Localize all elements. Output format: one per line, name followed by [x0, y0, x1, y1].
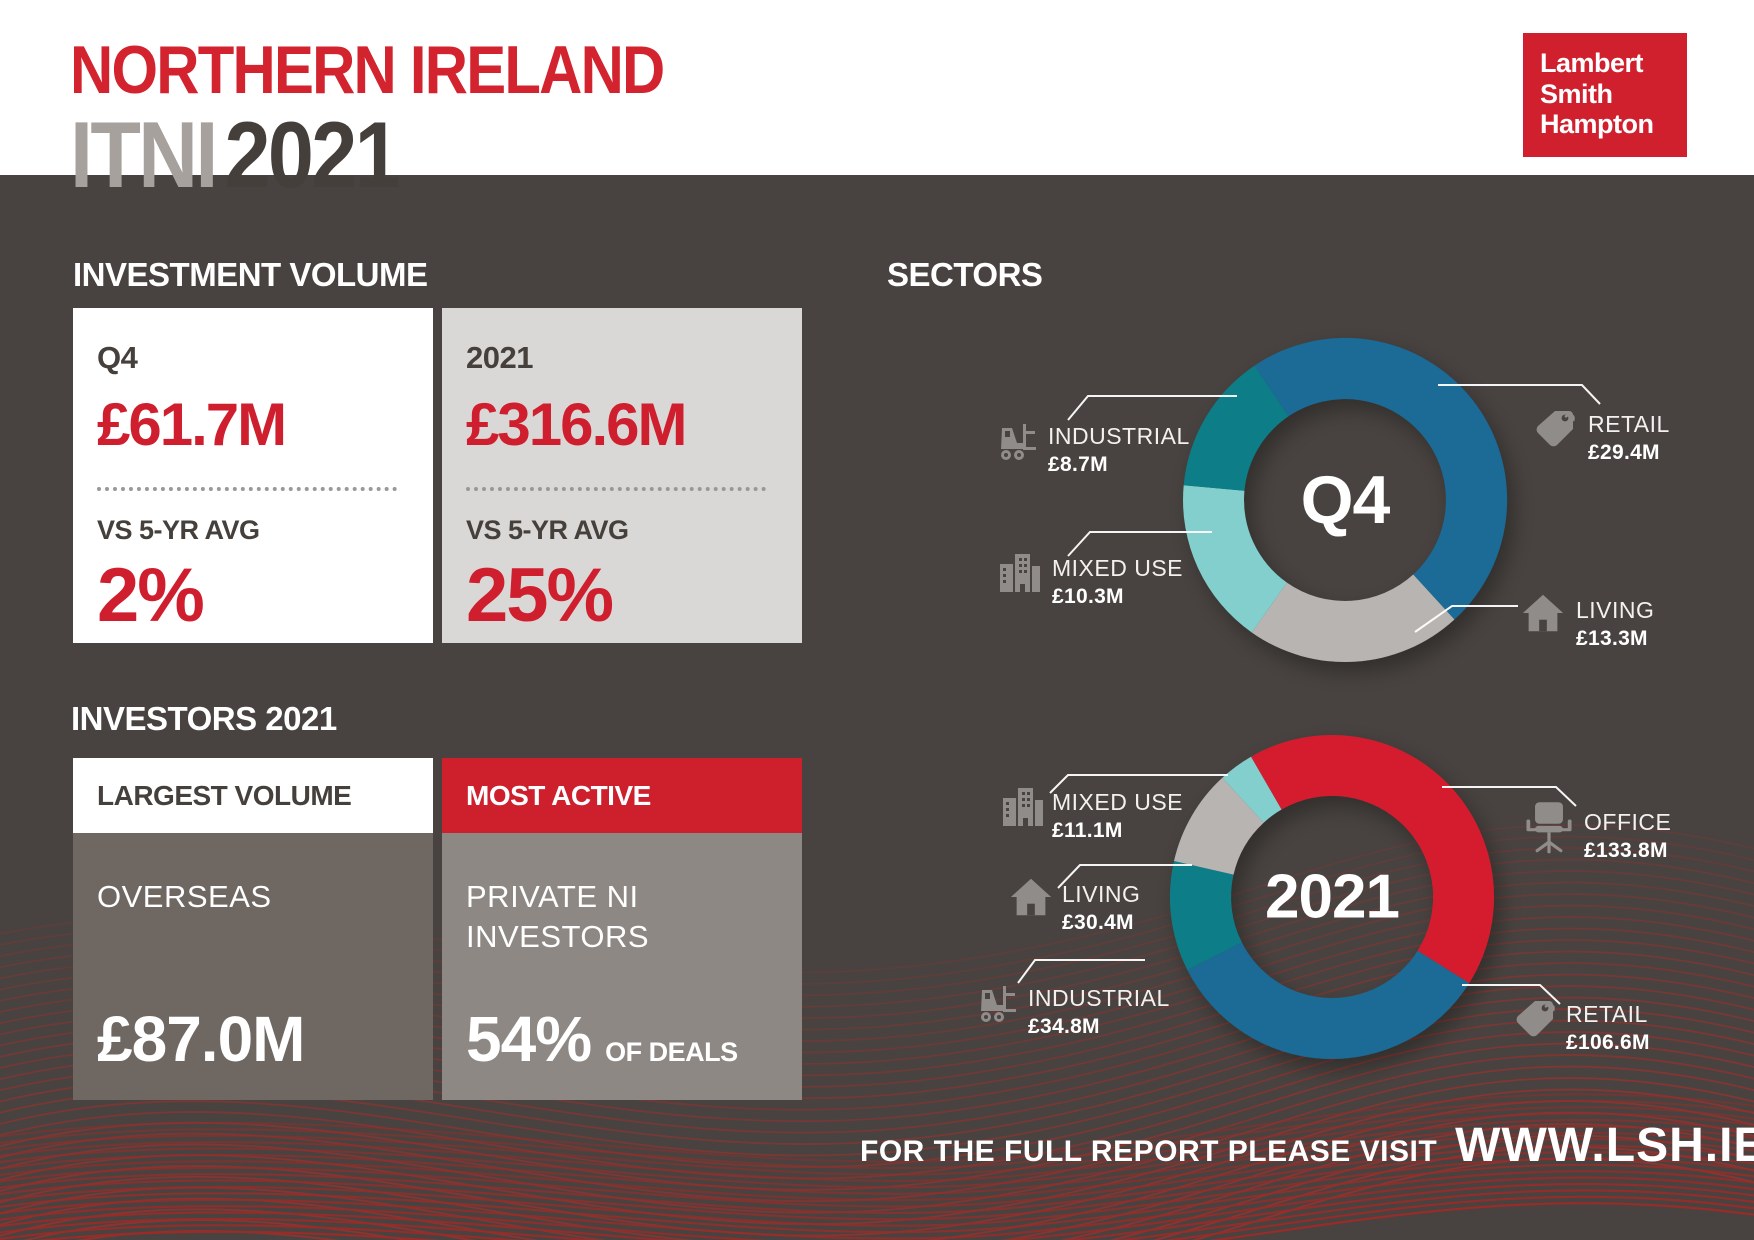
- logo-line: Lambert: [1540, 48, 1644, 78]
- logo-line: Smith: [1540, 78, 1613, 109]
- price-tag-icon: [1510, 996, 1558, 1044]
- sector-label-q4-living: LIVING £13.3M: [1576, 597, 1655, 651]
- sector-label-2021-retail: RETAIL £106.6M: [1566, 1001, 1650, 1055]
- buildings-icon: [995, 548, 1043, 596]
- logo-line: Hampton: [1540, 109, 1654, 139]
- largest-volume-header: LARGEST VOLUME: [73, 758, 433, 833]
- dotted-divider: [97, 487, 397, 491]
- dotted-divider: [466, 487, 766, 491]
- price-tag-icon: [1530, 406, 1578, 454]
- donut-segment-living: [1174, 777, 1264, 875]
- page-title: NORTHERN IRELAND ITNI2021: [70, 36, 744, 202]
- sector-label-2021-living: LIVING £30.4M: [1062, 881, 1141, 935]
- investor-name: PRIVATE NI INVESTORS: [466, 879, 650, 954]
- sector-name: RETAIL: [1588, 411, 1670, 437]
- investor-value: £87.0M: [97, 1003, 305, 1075]
- footer-prompt: FOR THE FULL REPORT PLEASE VISIT: [860, 1135, 1438, 1168]
- sector-name: INDUSTRIAL: [1048, 423, 1190, 449]
- investor-value-suffix: OF DEALS: [605, 1037, 738, 1067]
- card-period-label: 2021: [466, 340, 533, 375]
- donut-center-label-q4: Q4: [1300, 462, 1391, 538]
- sector-name: MIXED USE: [1052, 789, 1184, 815]
- sector-name: MIXED USE: [1052, 555, 1184, 581]
- sector-name: LIVING: [1062, 881, 1141, 907]
- sector-value: £8.7M: [1048, 453, 1108, 477]
- donut-segment-mixed-use: [1183, 485, 1287, 633]
- sector-value: £34.8M: [1028, 1015, 1100, 1039]
- donut-segment-mixed-use: [1222, 756, 1282, 823]
- vs-average-label: VS 5-YR AVG: [97, 515, 260, 545]
- card-period-label: Q4: [97, 340, 138, 375]
- investors-heading: INVESTORS 2021: [71, 700, 337, 737]
- sector-label-2021-office: OFFICE £133.8M: [1584, 809, 1672, 863]
- sector-value: £29.4M: [1588, 441, 1660, 465]
- sectors-heading: SECTORS: [887, 256, 1043, 293]
- most-active-body: PRIVATE NI INVESTORS 54% OF DEALS: [442, 833, 802, 1100]
- sector-label-q4-industrial: INDUSTRIAL £8.7M: [1048, 423, 1190, 477]
- vs-average-value: 2%: [97, 553, 205, 638]
- page-title-line1: NORTHERN IRELAND: [70, 32, 665, 108]
- sector-name: RETAIL: [1566, 1001, 1648, 1027]
- leader-q4-industrial: [1067, 395, 1237, 421]
- sector-name: OFFICE: [1584, 809, 1672, 835]
- most-active-header: MOST ACTIVE: [442, 758, 802, 833]
- card-amount-value: £61.7M: [97, 391, 287, 458]
- largest-volume-header-label: LARGEST VOLUME: [97, 779, 352, 811]
- header-band: [0, 0, 1754, 175]
- sector-value: £106.6M: [1566, 1031, 1650, 1055]
- leader-2021-industrial: [1017, 959, 1145, 984]
- sector-value: £133.8M: [1584, 839, 1668, 863]
- sector-name: INDUSTRIAL: [1028, 985, 1170, 1011]
- investor-name: OVERSEAS: [97, 879, 272, 914]
- sector-value: £10.3M: [1052, 585, 1124, 609]
- investment-volume-heading: INVESTMENT VOLUME: [73, 256, 428, 293]
- office-chair-icon: [1522, 798, 1576, 856]
- sector-value: £30.4M: [1062, 911, 1134, 935]
- leader-q4-retail: [1438, 384, 1601, 405]
- sector-label-q4-mixed-use: MIXED USE £10.3M: [1052, 555, 1184, 609]
- house-icon: [1520, 590, 1566, 636]
- footer: FOR THE FULL REPORT PLEASE VISIT WWW.LSH…: [860, 1118, 1754, 1173]
- sector-value: £11.1M: [1052, 819, 1123, 843]
- forklift-icon: [972, 978, 1020, 1026]
- donut-center-label-2021: 2021: [1265, 862, 1400, 932]
- donut-segment-industrial: [1183, 365, 1289, 491]
- lambert-smith-hampton-logo: Lambert Smith Hampton: [1523, 33, 1687, 157]
- sector-label-2021-mixed-use: MIXED USE £11.1M: [1052, 789, 1184, 843]
- sector-value: £13.3M: [1576, 627, 1648, 651]
- footer-url: WWW.LSH.IE: [1455, 1119, 1754, 1172]
- investment-card-2021: 2021 £316.6M VS 5-YR AVG 25%: [442, 308, 802, 643]
- page-title-year: 2021: [224, 102, 400, 207]
- donut-segment-industrial: [1169, 861, 1242, 970]
- page-title-itni: ITNI: [70, 102, 218, 207]
- investor-value: 54%: [466, 1003, 592, 1075]
- vs-average-value: 25%: [466, 553, 614, 638]
- forklift-icon: [992, 416, 1040, 464]
- leader-q4-mixed-use: [1067, 531, 1212, 557]
- page-title-line2: ITNI2021: [70, 108, 664, 202]
- largest-volume-body: OVERSEAS £87.0M: [73, 833, 433, 1100]
- most-active-header-label: MOST ACTIVE: [466, 779, 651, 811]
- donut-segment-office: [1251, 735, 1494, 984]
- donut-segment-retail: [1187, 942, 1470, 1060]
- leader-q4-living: [1414, 605, 1518, 633]
- sector-label-q4-retail: RETAIL £29.4M: [1588, 411, 1670, 465]
- sector-name: LIVING: [1576, 597, 1655, 623]
- investment-card-q4: Q4 £61.7M VS 5-YR AVG 2%: [73, 308, 433, 643]
- vs-average-label: VS 5-YR AVG: [466, 515, 629, 545]
- sector-label-2021-industrial: INDUSTRIAL £34.8M: [1028, 985, 1170, 1039]
- card-amount-value: £316.6M: [466, 391, 688, 458]
- house-icon: [1008, 874, 1054, 920]
- buildings-icon: [998, 782, 1046, 830]
- donut-segment-living: [1251, 574, 1455, 663]
